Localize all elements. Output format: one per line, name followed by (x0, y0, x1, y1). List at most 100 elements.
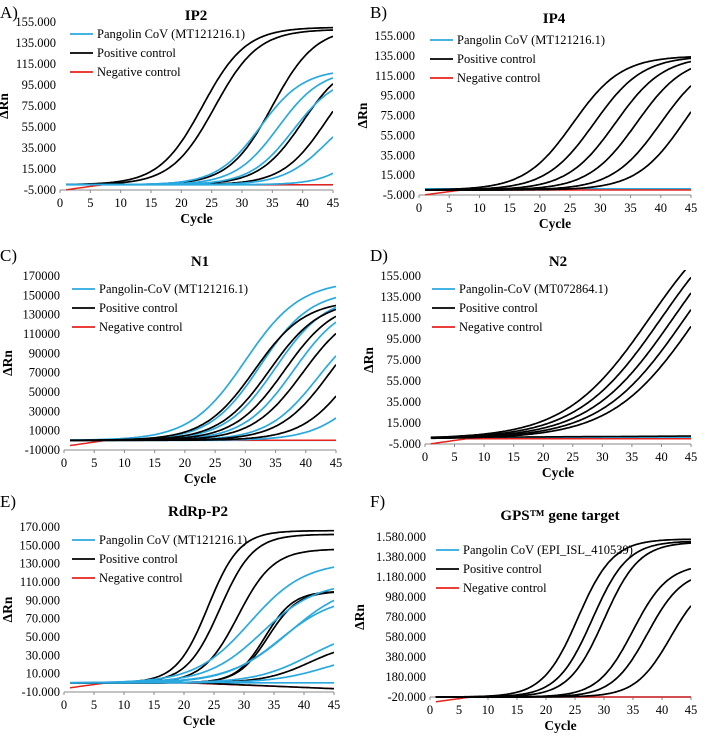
y-tick-label: 95.000 (387, 332, 421, 346)
x-tick-label: 25 (569, 703, 582, 717)
y-tick-label: 110000 (23, 327, 60, 341)
y-tick-label: 15.000 (381, 168, 415, 182)
legend-label: Negative control (99, 320, 183, 334)
legend-label: Pangolin-CoV (MT072864.1) (459, 282, 608, 296)
panel-letter: A) (0, 3, 18, 22)
y-tick-label: 30.000 (26, 648, 60, 662)
x-tick-label: 45 (330, 456, 343, 470)
x-tick-label: 20 (540, 703, 553, 717)
y-tick-label: 10000 (29, 424, 60, 438)
chart-title: N1 (191, 254, 209, 270)
legend-label: Negative control (459, 320, 543, 334)
x-tick-label: 45 (327, 196, 340, 210)
x-tick-label: 10 (473, 201, 486, 215)
x-tick-label: 15 (511, 703, 524, 717)
x-tick-label: 15 (145, 196, 158, 210)
x-tick-label: 40 (656, 703, 669, 717)
y-tick-label: 130000 (23, 308, 61, 322)
y-tick-label: 780.000 (385, 610, 426, 624)
x-tick-label: 25 (205, 196, 218, 210)
y-tick-label: 150.000 (19, 538, 60, 552)
x-tick-label: 30 (236, 196, 249, 210)
series-line-pangolin (70, 599, 334, 684)
x-tick-label: 5 (451, 450, 457, 464)
y-tick-label: 150000 (23, 288, 61, 302)
x-tick-label: 30 (594, 201, 607, 215)
x-tick-label: 30 (238, 698, 251, 712)
x-tick-label: 40 (655, 201, 668, 215)
y-tick-label: 115.000 (381, 311, 421, 325)
x-tick-label: 35 (269, 456, 282, 470)
legend-label: Pangolin CoV (MT121216.1) (99, 533, 247, 547)
x-tick-label: 20 (534, 201, 547, 215)
chart-panel-3: C) N1 -10000 10000 30000 50000 70000 90000 11000… (0, 246, 354, 492)
chart-svg: N1 -10000 10000 30000 50000 70000 90000 110000 1… (0, 254, 343, 486)
legend-label: Pangolin CoV (MT121216.1) (457, 33, 605, 47)
series-line-positive (425, 56, 691, 191)
y-tick-label: 15.000 (387, 416, 421, 430)
chart-panel-4: D) N2 -5.000 15.000 35.000 55.000 75.000 95.000… (354, 246, 708, 492)
x-tick-label: 30 (596, 450, 609, 464)
x-axis-label: Cycle (542, 465, 574, 480)
y-tick-label: 1.380.000 (376, 550, 426, 564)
y-axis-label: ΔRn (352, 604, 367, 630)
y-tick-label: -20.000 (387, 690, 426, 704)
series-line-positive (435, 605, 691, 698)
panel-letter: B) (370, 3, 387, 22)
series-line-negative (430, 438, 691, 445)
y-tick-label: 90.000 (26, 593, 60, 607)
x-axis-label: Cycle (544, 718, 576, 733)
y-tick-label: 95.000 (22, 78, 56, 92)
x-tick-label: 25 (567, 450, 580, 464)
x-tick-label: 0 (422, 450, 428, 464)
x-tick-label: 40 (300, 456, 313, 470)
chart-title: N2 (549, 254, 567, 270)
y-tick-label: 35.000 (381, 148, 415, 162)
x-tick-label: 10 (478, 450, 491, 464)
y-tick-label: 90000 (29, 346, 60, 360)
x-tick-label: 35 (268, 698, 281, 712)
y-tick-label: 135.000 (374, 49, 415, 63)
y-tick-label: -10.000 (21, 685, 60, 699)
chart-panel-1: A) IP2 -5.000 15.000 35.000 55.000 75.000 95.00… (0, 0, 354, 246)
panel-letter: D) (370, 246, 388, 265)
y-tick-label: 170.000 (19, 520, 60, 534)
chart-svg: IP4 -5.000 15.000 35.000 55.000 75.000 95.000 1… (355, 11, 698, 231)
y-tick-label: 155.000 (380, 269, 421, 283)
x-tick-label: 20 (178, 698, 191, 712)
y-tick-label: 55.000 (387, 374, 421, 388)
y-tick-label: 35.000 (387, 395, 421, 409)
chart-svg: IP2 -5.000 15.000 35.000 55.000 75.000 95.000 1… (0, 8, 340, 226)
x-tick-label: 25 (208, 698, 221, 712)
y-tick-label: 135.000 (15, 36, 56, 50)
y-tick-label: -5.000 (24, 183, 56, 197)
y-tick-label: 1.580.000 (376, 530, 426, 544)
x-tick-label: 0 (427, 703, 433, 717)
y-tick-label: 155.000 (374, 29, 415, 43)
legend-label: Negative control (463, 581, 547, 595)
x-tick-label: 35 (626, 450, 639, 464)
x-tick-label: 30 (239, 456, 252, 470)
x-tick-label: 20 (537, 450, 550, 464)
x-tick-label: 10 (118, 698, 131, 712)
series-line-positive (66, 110, 333, 186)
y-tick-label: 70.000 (26, 612, 60, 626)
series-line-positive (66, 29, 333, 186)
x-tick-label: 10 (482, 703, 495, 717)
chart-title: IP2 (185, 8, 208, 24)
chart-panel-6: F) GPS™ gene target -20.000 180.000 380.000 5… (352, 492, 708, 738)
series-line-positive (425, 111, 691, 191)
y-axis-label: ΔRn (0, 350, 15, 376)
x-tick-label: 5 (446, 201, 452, 215)
legend-label: Negative control (99, 571, 183, 585)
y-tick-label: 180.000 (385, 670, 426, 684)
y-tick-label: -10000 (25, 443, 60, 457)
legend-label: Negative control (457, 71, 541, 85)
y-tick-label: 75.000 (381, 109, 415, 123)
series-line-pangolin (66, 172, 333, 186)
x-tick-label: 15 (148, 698, 161, 712)
y-tick-label: 1.180.000 (376, 570, 426, 584)
series-line-positive (70, 315, 336, 442)
x-tick-label: 45 (685, 201, 698, 215)
x-tick-label: 40 (298, 698, 311, 712)
